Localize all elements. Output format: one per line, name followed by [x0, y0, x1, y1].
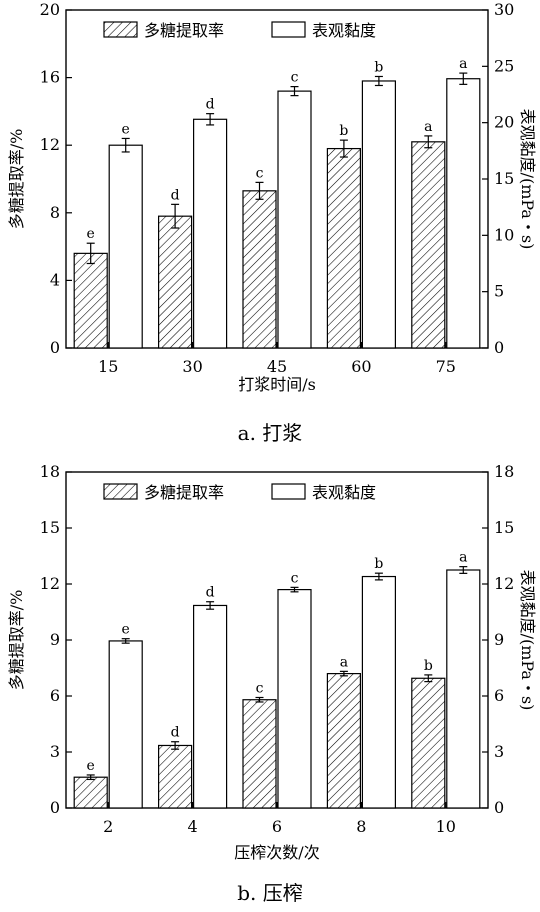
panel-caption: b. 压榨 [237, 881, 303, 905]
white-bar [193, 604, 228, 809]
left-tick-label: 8 [50, 203, 60, 222]
y-axis-label-left: 多糖提取率/% [7, 129, 26, 230]
legend-swatch-hatched [103, 483, 138, 500]
right-tick-label: 0 [494, 338, 504, 357]
x-axis-label: 压榨次数/次 [234, 843, 319, 862]
significance-letter: d [206, 97, 215, 113]
hatched-bar [411, 677, 446, 809]
hatched-bar [73, 252, 108, 349]
legend-swatch-hatched [103, 21, 138, 38]
x-tick-label: 10 [436, 817, 456, 836]
x-tick-label: 8 [356, 817, 366, 836]
significance-letter: a [424, 119, 432, 135]
x-tick-label: 6 [272, 817, 282, 836]
legend-label: 多糖提取率 [144, 483, 224, 502]
x-tick-label: 75 [436, 357, 456, 376]
legend-swatch-white [271, 21, 306, 38]
hatched-bar [326, 147, 361, 349]
hatched-bar [158, 215, 193, 349]
x-tick-label: 60 [351, 357, 371, 376]
significance-letter: d [171, 187, 180, 203]
significance-letter: e [122, 622, 130, 638]
y-axis-label-left: 多糖提取率/% [7, 590, 26, 691]
left-tick-label: 0 [50, 338, 60, 357]
y-axis-label-right: 表观黏度/(mPa・s) [518, 109, 537, 250]
left-tick-label: 20 [40, 0, 60, 19]
left-tick-label: 16 [40, 68, 60, 87]
white-bar [446, 569, 481, 809]
significance-letter: b [374, 59, 383, 75]
left-tick-label: 15 [40, 518, 60, 537]
left-tick-label: 12 [40, 135, 60, 154]
hatched-bar [326, 672, 361, 809]
left-tick-label: 4 [50, 270, 60, 289]
significance-letter: b [374, 556, 383, 572]
chart-panel-1: 0 3 6 9 12 15 18 0 3 6 9 12 15 18 2 e e 4 d d 6 c c 8 a b 10 b a 多糖提取… [7, 462, 537, 905]
left-tick-label: 12 [40, 574, 60, 593]
significance-letter: e [122, 121, 130, 137]
significance-letter: c [256, 165, 264, 181]
left-tick-label: 6 [50, 686, 60, 705]
left-tick-label: 0 [50, 798, 60, 817]
chart-panel-0: 0 4 8 12 16 20 0 5 10 15 20 25 30 15 e e 30 d d 45 c c 60 b b 75 a… [7, 0, 537, 445]
right-tick-label: 10 [494, 225, 514, 244]
white-bar [446, 78, 481, 349]
right-tick-label: 20 [494, 113, 514, 132]
hatched-bar [242, 190, 277, 349]
hatched-bar [242, 699, 277, 809]
significance-letter: b [424, 658, 433, 674]
hatched-bar [158, 744, 193, 809]
right-tick-label: 9 [494, 630, 504, 649]
significance-letter: e [87, 226, 95, 242]
right-tick-label: 18 [494, 462, 514, 481]
significance-letter: e [87, 758, 95, 774]
white-bar [108, 144, 143, 349]
right-tick-label: 6 [494, 686, 504, 705]
white-bar [193, 118, 228, 349]
legend-label: 多糖提取率 [144, 21, 224, 40]
significance-letter: c [291, 70, 299, 86]
right-tick-label: 12 [494, 574, 514, 593]
significance-letter: a [459, 56, 467, 72]
white-bar [361, 575, 396, 809]
significance-letter: c [291, 570, 299, 586]
right-tick-label: 5 [494, 282, 504, 301]
significance-letter: c [256, 680, 264, 696]
hatched-bar [73, 776, 108, 809]
white-bar [361, 80, 396, 349]
panel-caption: a. 打浆 [238, 421, 303, 445]
left-tick-label: 3 [50, 742, 60, 761]
white-bar [277, 90, 312, 349]
x-tick-label: 15 [98, 357, 118, 376]
significance-letter: b [339, 123, 348, 139]
legend-swatch-white [271, 483, 306, 500]
right-tick-label: 0 [494, 798, 504, 817]
right-tick-label: 30 [494, 0, 514, 19]
x-tick-label: 2 [103, 817, 113, 836]
legend-label: 表观黏度 [312, 483, 376, 502]
significance-letter: d [171, 725, 180, 741]
significance-letter: a [459, 550, 467, 566]
hatched-bar [411, 141, 446, 349]
right-tick-label: 25 [494, 56, 514, 75]
right-tick-label: 3 [494, 742, 504, 761]
left-tick-label: 18 [40, 462, 60, 481]
significance-letter: a [340, 654, 348, 670]
y-axis-label-right: 表观黏度/(mPa・s) [518, 570, 537, 711]
right-tick-label: 15 [494, 169, 514, 188]
x-axis-label: 打浆时间/s [238, 375, 316, 394]
left-tick-label: 9 [50, 630, 60, 649]
right-tick-label: 15 [494, 518, 514, 537]
x-tick-label: 30 [182, 357, 202, 376]
legend-label: 表观黏度 [312, 21, 376, 40]
significance-letter: d [206, 585, 215, 601]
x-tick-label: 45 [267, 357, 287, 376]
white-bar [277, 588, 312, 809]
white-bar [108, 640, 143, 809]
x-tick-label: 4 [188, 817, 198, 836]
